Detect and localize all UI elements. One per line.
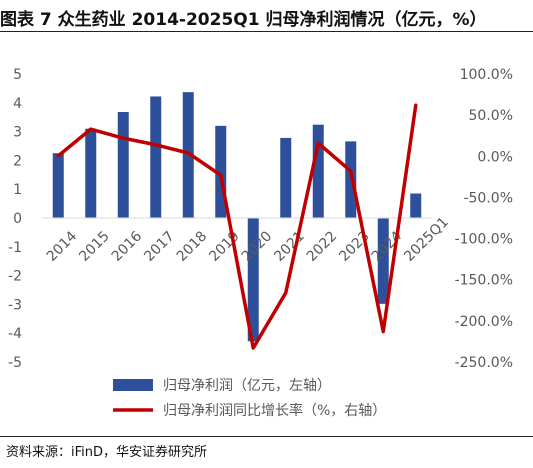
growth-line <box>56 103 418 350</box>
x-axis-tick-label: 2021 <box>271 228 308 265</box>
right-axis-tick-label: -50.0% <box>463 190 513 206</box>
bar <box>280 137 292 218</box>
legend-bar-label: 归母净利润（亿元，左轴） <box>163 377 331 394</box>
x-axis-tick-label: 2018 <box>174 228 211 265</box>
x-axis-tick-label: 2025Q1 <box>401 214 452 265</box>
chart-title-area: 图表 7 众生药业 2014-2025Q1 归母净利润情况（亿元，%） <box>0 2 533 32</box>
chart-title: 图表 7 众生药业 2014-2025Q1 归母净利润情况（亿元，%） <box>0 10 487 30</box>
left-axis-tick-label: -5 <box>8 355 22 371</box>
left-axis-tick-label: -1 <box>8 240 22 256</box>
x-axis-tick-label: 2017 <box>141 228 178 265</box>
chart: 5 4 3 2 1 0 -1 -2 -3 -4 -5 100.0% 50.0% 0.0% -50.0% -10… <box>8 67 513 419</box>
right-axis-tick-label: 50.0% <box>469 108 513 124</box>
bar <box>52 153 64 218</box>
bar <box>410 193 422 218</box>
right-axis-tick-label: -100.0% <box>455 232 513 248</box>
bar <box>150 96 162 218</box>
right-axis-tick-label: -250.0% <box>455 355 513 371</box>
bar <box>117 112 129 218</box>
x-axis-tick-label: 2016 <box>109 228 146 265</box>
right-axis-tick-label: -150.0% <box>455 273 513 289</box>
left-axis-tick-label: 2 <box>13 153 22 169</box>
left-axis-tick-label: 0 <box>13 211 22 227</box>
legend-bar-swatch <box>113 379 153 391</box>
left-axis-tick-label: -2 <box>8 269 22 285</box>
x-axis-tick-label: 2022 <box>304 228 341 265</box>
left-axis-tick-label: 5 <box>13 67 22 83</box>
left-axis-tick-label: 4 <box>13 96 22 112</box>
right-axis-tick-label: 0.0% <box>477 149 513 165</box>
x-axis-tick-label: 2014 <box>44 228 81 265</box>
bar <box>312 124 324 218</box>
title-divider <box>0 31 533 32</box>
bar <box>247 218 259 342</box>
source-divider <box>0 436 533 437</box>
bar <box>377 218 389 304</box>
bar <box>85 128 97 218</box>
legend-line-label: 归母净利润同比增长率（%，右轴） <box>163 402 386 419</box>
x-axis-tick-label: 2015 <box>76 228 113 265</box>
source-note: 资料来源：iFinD，华安证券研究所 <box>6 445 208 460</box>
bar <box>215 125 227 218</box>
left-axis-tick-label: -3 <box>8 297 22 313</box>
right-axis-tick-label: -200.0% <box>455 314 513 330</box>
left-axis-tick-label: -4 <box>8 326 22 342</box>
left-axis-tick-label: 3 <box>13 125 22 141</box>
right-axis-tick-label: 100.0% <box>460 67 513 83</box>
left-axis-tick-label: 1 <box>13 182 22 198</box>
